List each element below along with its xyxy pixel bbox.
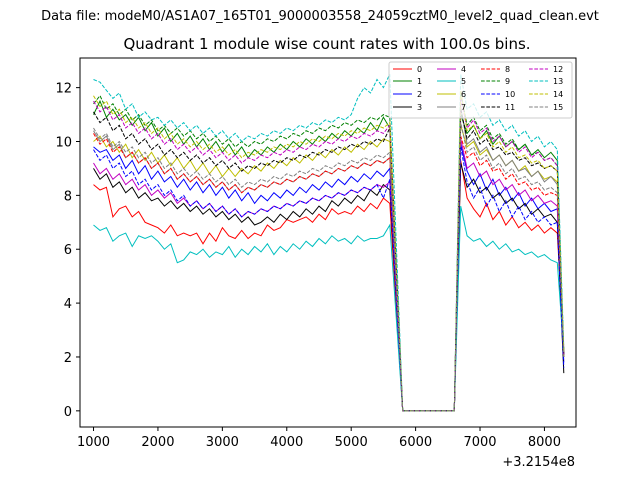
series-line-11: [93, 109, 565, 412]
series-line-6: [93, 125, 565, 412]
legend-label-2: 2: [417, 90, 422, 99]
series-line-10: [93, 146, 565, 412]
x-tick-label: 7000: [463, 435, 496, 450]
y-tick-label: 6: [64, 243, 72, 258]
x-axis: 1000 2000 3000 4000 5000 6000 7000 8000: [77, 427, 561, 450]
y-tick-label: 12: [55, 82, 72, 97]
x-tick-label: 3000: [206, 435, 239, 450]
x-tick-label: 4000: [270, 435, 303, 450]
chart-title: Quadrant 1 module wise count rates with …: [123, 35, 530, 53]
legend-label-7: 7: [461, 103, 466, 112]
legend-label-8: 8: [505, 65, 510, 74]
figure-suptitle: Data file: modeM0/AS1A07_165T01_90000035…: [41, 9, 599, 24]
legend-label-15: 15: [553, 103, 563, 112]
legend-label-12: 12: [553, 65, 563, 74]
legend-label-14: 14: [553, 90, 563, 99]
legend-label-1: 1: [417, 77, 422, 86]
series-line-15: [93, 122, 565, 412]
x-tick-label: 1000: [77, 435, 110, 450]
series-line-14: [93, 90, 565, 412]
legend-label-0: 0: [417, 65, 422, 74]
x-axis-offset-label: +3.2154e8: [502, 455, 575, 470]
legend-label-13: 13: [553, 77, 563, 86]
series-line-0: [93, 160, 565, 412]
legend-label-5: 5: [461, 77, 466, 86]
y-tick-label: 10: [55, 135, 72, 150]
x-tick-label: 6000: [399, 435, 432, 450]
series-line-3: [93, 162, 565, 412]
y-tick-label: 4: [64, 297, 72, 312]
x-tick-label: 2000: [141, 435, 174, 450]
legend-label-11: 11: [505, 103, 515, 112]
series-line-2: [93, 144, 565, 412]
legend-label-4: 4: [461, 65, 466, 74]
y-axis: 0 2 4 6 8 10 12: [55, 82, 80, 420]
plot-area-frame: [79, 57, 577, 428]
legend-label-6: 6: [461, 90, 466, 99]
series-line-5: [93, 205, 565, 412]
legend-label-3: 3: [417, 103, 422, 112]
legend-label-9: 9: [505, 77, 510, 86]
series-line-12: [93, 98, 565, 412]
legend-label-10: 10: [505, 90, 515, 99]
y-tick-label: 2: [64, 351, 72, 366]
y-tick-label: 8: [64, 189, 72, 204]
x-tick-label: 8000: [528, 435, 561, 450]
x-tick-label: 5000: [335, 435, 368, 450]
y-tick-label: 0: [64, 405, 72, 420]
legend-frame: [388, 61, 573, 119]
series-line-8: [93, 133, 565, 412]
